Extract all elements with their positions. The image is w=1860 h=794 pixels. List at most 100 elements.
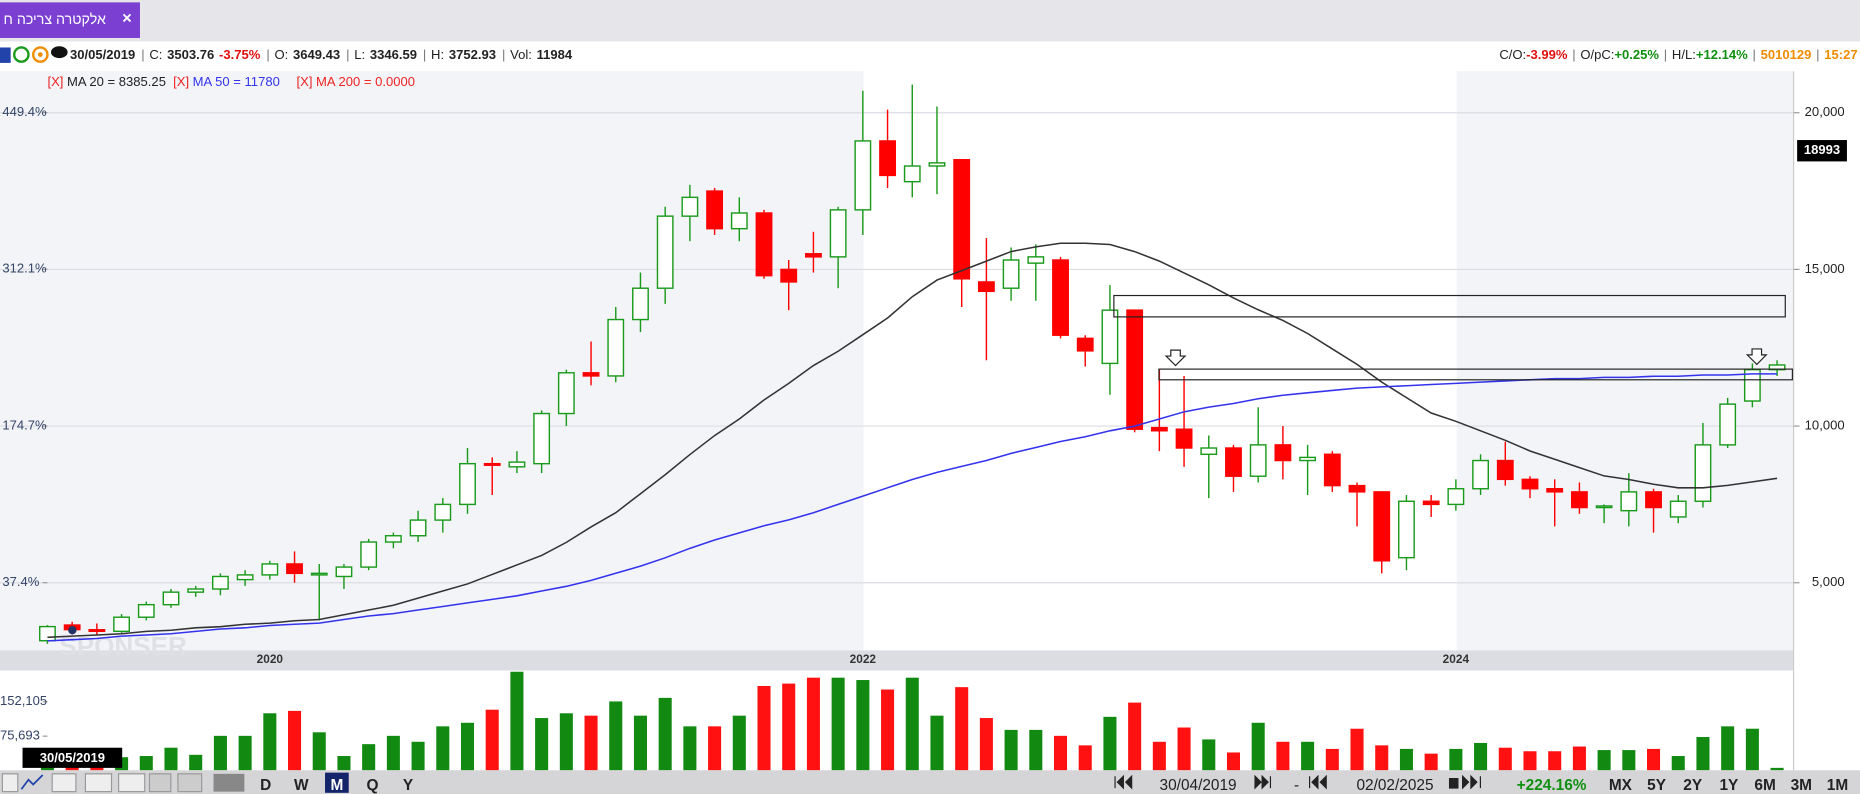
y2-tick-label: 449.4% xyxy=(2,104,47,119)
period-button[interactable]: 5Y xyxy=(1647,777,1667,794)
tool-button[interactable] xyxy=(177,773,203,793)
candle-body xyxy=(162,591,180,606)
plot-band xyxy=(863,71,1457,651)
icon[interactable] xyxy=(13,46,30,63)
y-tick-label: 5,000 xyxy=(1812,574,1845,589)
info-label: L: xyxy=(354,47,365,62)
volume-bar xyxy=(979,718,993,771)
legend-entry[interactable]: [X] MA 50 = 11780 xyxy=(173,75,280,90)
tool-button[interactable] xyxy=(118,773,146,793)
volume-bar xyxy=(1029,729,1043,771)
date-box xyxy=(22,747,123,768)
candle-body xyxy=(706,190,724,230)
legend-label: MA 20 = 8385.25 xyxy=(67,75,166,90)
interval-button[interactable]: D xyxy=(260,777,271,794)
candle-body xyxy=(286,563,303,575)
candle-body xyxy=(137,603,155,618)
tab-close[interactable]: × xyxy=(122,8,132,27)
interval-selected[interactable] xyxy=(325,772,349,793)
period-button[interactable]: 1M xyxy=(1827,777,1848,794)
volume-bar xyxy=(1325,748,1339,771)
range-to[interactable]: 02/02/2025 xyxy=(1356,777,1433,794)
annotation-box[interactable] xyxy=(1113,294,1786,318)
axis-background xyxy=(1793,71,1860,771)
annotation-arrow[interactable] xyxy=(1745,348,1768,366)
interval-button[interactable]: Y xyxy=(403,777,414,794)
tool-button[interactable] xyxy=(1,773,19,793)
candle-body xyxy=(557,372,575,415)
ma-line xyxy=(47,242,1778,639)
info-change: -3.75% xyxy=(219,47,261,62)
legend-entry[interactable]: [X] MA 200 = 0.0000 xyxy=(297,75,416,90)
ma-line xyxy=(47,373,1778,642)
y-tick-label: 20,000 xyxy=(1805,104,1845,119)
nav-icon[interactable] xyxy=(1114,774,1133,790)
volume-bar xyxy=(905,677,919,771)
info-separator: | xyxy=(502,47,505,62)
volume-bar xyxy=(1202,739,1216,771)
volume-bar xyxy=(1004,729,1018,771)
toolbar xyxy=(0,770,1860,794)
date-label: 30/05/2019 xyxy=(40,750,105,765)
info-label: Vol: xyxy=(510,47,532,62)
volume-bar xyxy=(510,671,524,771)
volume-bar xyxy=(1276,741,1290,771)
icon[interactable] xyxy=(0,47,11,63)
candle-body xyxy=(953,159,971,280)
candle-body xyxy=(384,535,402,543)
tool-button[interactable] xyxy=(213,773,245,792)
candle-body xyxy=(533,412,551,465)
candle-body xyxy=(360,541,378,568)
candle-body xyxy=(1546,488,1564,493)
candle-body xyxy=(236,574,254,581)
volume-bar xyxy=(312,732,326,771)
volume-bar xyxy=(1671,756,1685,771)
volume-bar xyxy=(1474,742,1488,771)
period-button[interactable]: 6M xyxy=(1754,777,1775,794)
volume-bar xyxy=(1177,727,1191,771)
tab-title[interactable]: אלקטרה צריכה ח xyxy=(4,12,106,28)
volume-bar xyxy=(337,756,351,771)
tool-button[interactable] xyxy=(20,774,44,790)
stats-value: +0.25% xyxy=(1614,47,1659,62)
period-button[interactable]: 2Y xyxy=(1683,777,1703,794)
volume-bar xyxy=(782,683,796,771)
candle-body xyxy=(1323,453,1341,487)
volume-bar xyxy=(881,689,895,771)
legend-marker: [X] xyxy=(297,75,313,90)
y-tick-label: 15,000 xyxy=(1805,261,1845,276)
tool-button[interactable] xyxy=(84,773,113,793)
range-from[interactable]: 30/04/2019 xyxy=(1160,777,1237,794)
info-date: 30/05/2019 xyxy=(70,47,135,62)
legend-entry[interactable]: [X] MA 20 = 8385.25 xyxy=(47,75,166,90)
period-button[interactable]: MX xyxy=(1609,777,1633,794)
icon[interactable] xyxy=(51,46,68,59)
tool-button[interactable] xyxy=(51,773,77,793)
info-row xyxy=(0,41,1860,72)
volume-bar xyxy=(1128,702,1142,771)
period-button[interactable]: 3M xyxy=(1791,777,1812,794)
candle-body xyxy=(434,503,452,521)
nav-icon[interactable] xyxy=(1448,774,1482,790)
candle-body xyxy=(1101,309,1119,365)
tab[interactable] xyxy=(0,2,140,38)
y2-tick-label: 312.1% xyxy=(2,261,47,276)
interval-button[interactable]: M xyxy=(330,777,343,794)
nav-icon[interactable] xyxy=(1308,774,1327,790)
stats-label: H/L: xyxy=(1672,47,1696,62)
nav-icon[interactable] xyxy=(1254,774,1272,790)
interval-button[interactable]: Q xyxy=(366,777,378,794)
volume-bar xyxy=(1375,745,1389,771)
annotation-box[interactable] xyxy=(1158,368,1793,381)
tool-button[interactable] xyxy=(148,773,172,793)
annotation-arrow[interactable] xyxy=(1164,349,1187,367)
volume-bar xyxy=(1696,737,1710,771)
candle-body xyxy=(1027,256,1045,264)
candle-body xyxy=(780,268,798,283)
volume-bar xyxy=(806,677,820,771)
interval-button[interactable]: W xyxy=(294,777,309,794)
volume-bar xyxy=(362,744,376,771)
period-button[interactable]: 1Y xyxy=(1719,777,1739,794)
volume-bar xyxy=(708,726,722,771)
